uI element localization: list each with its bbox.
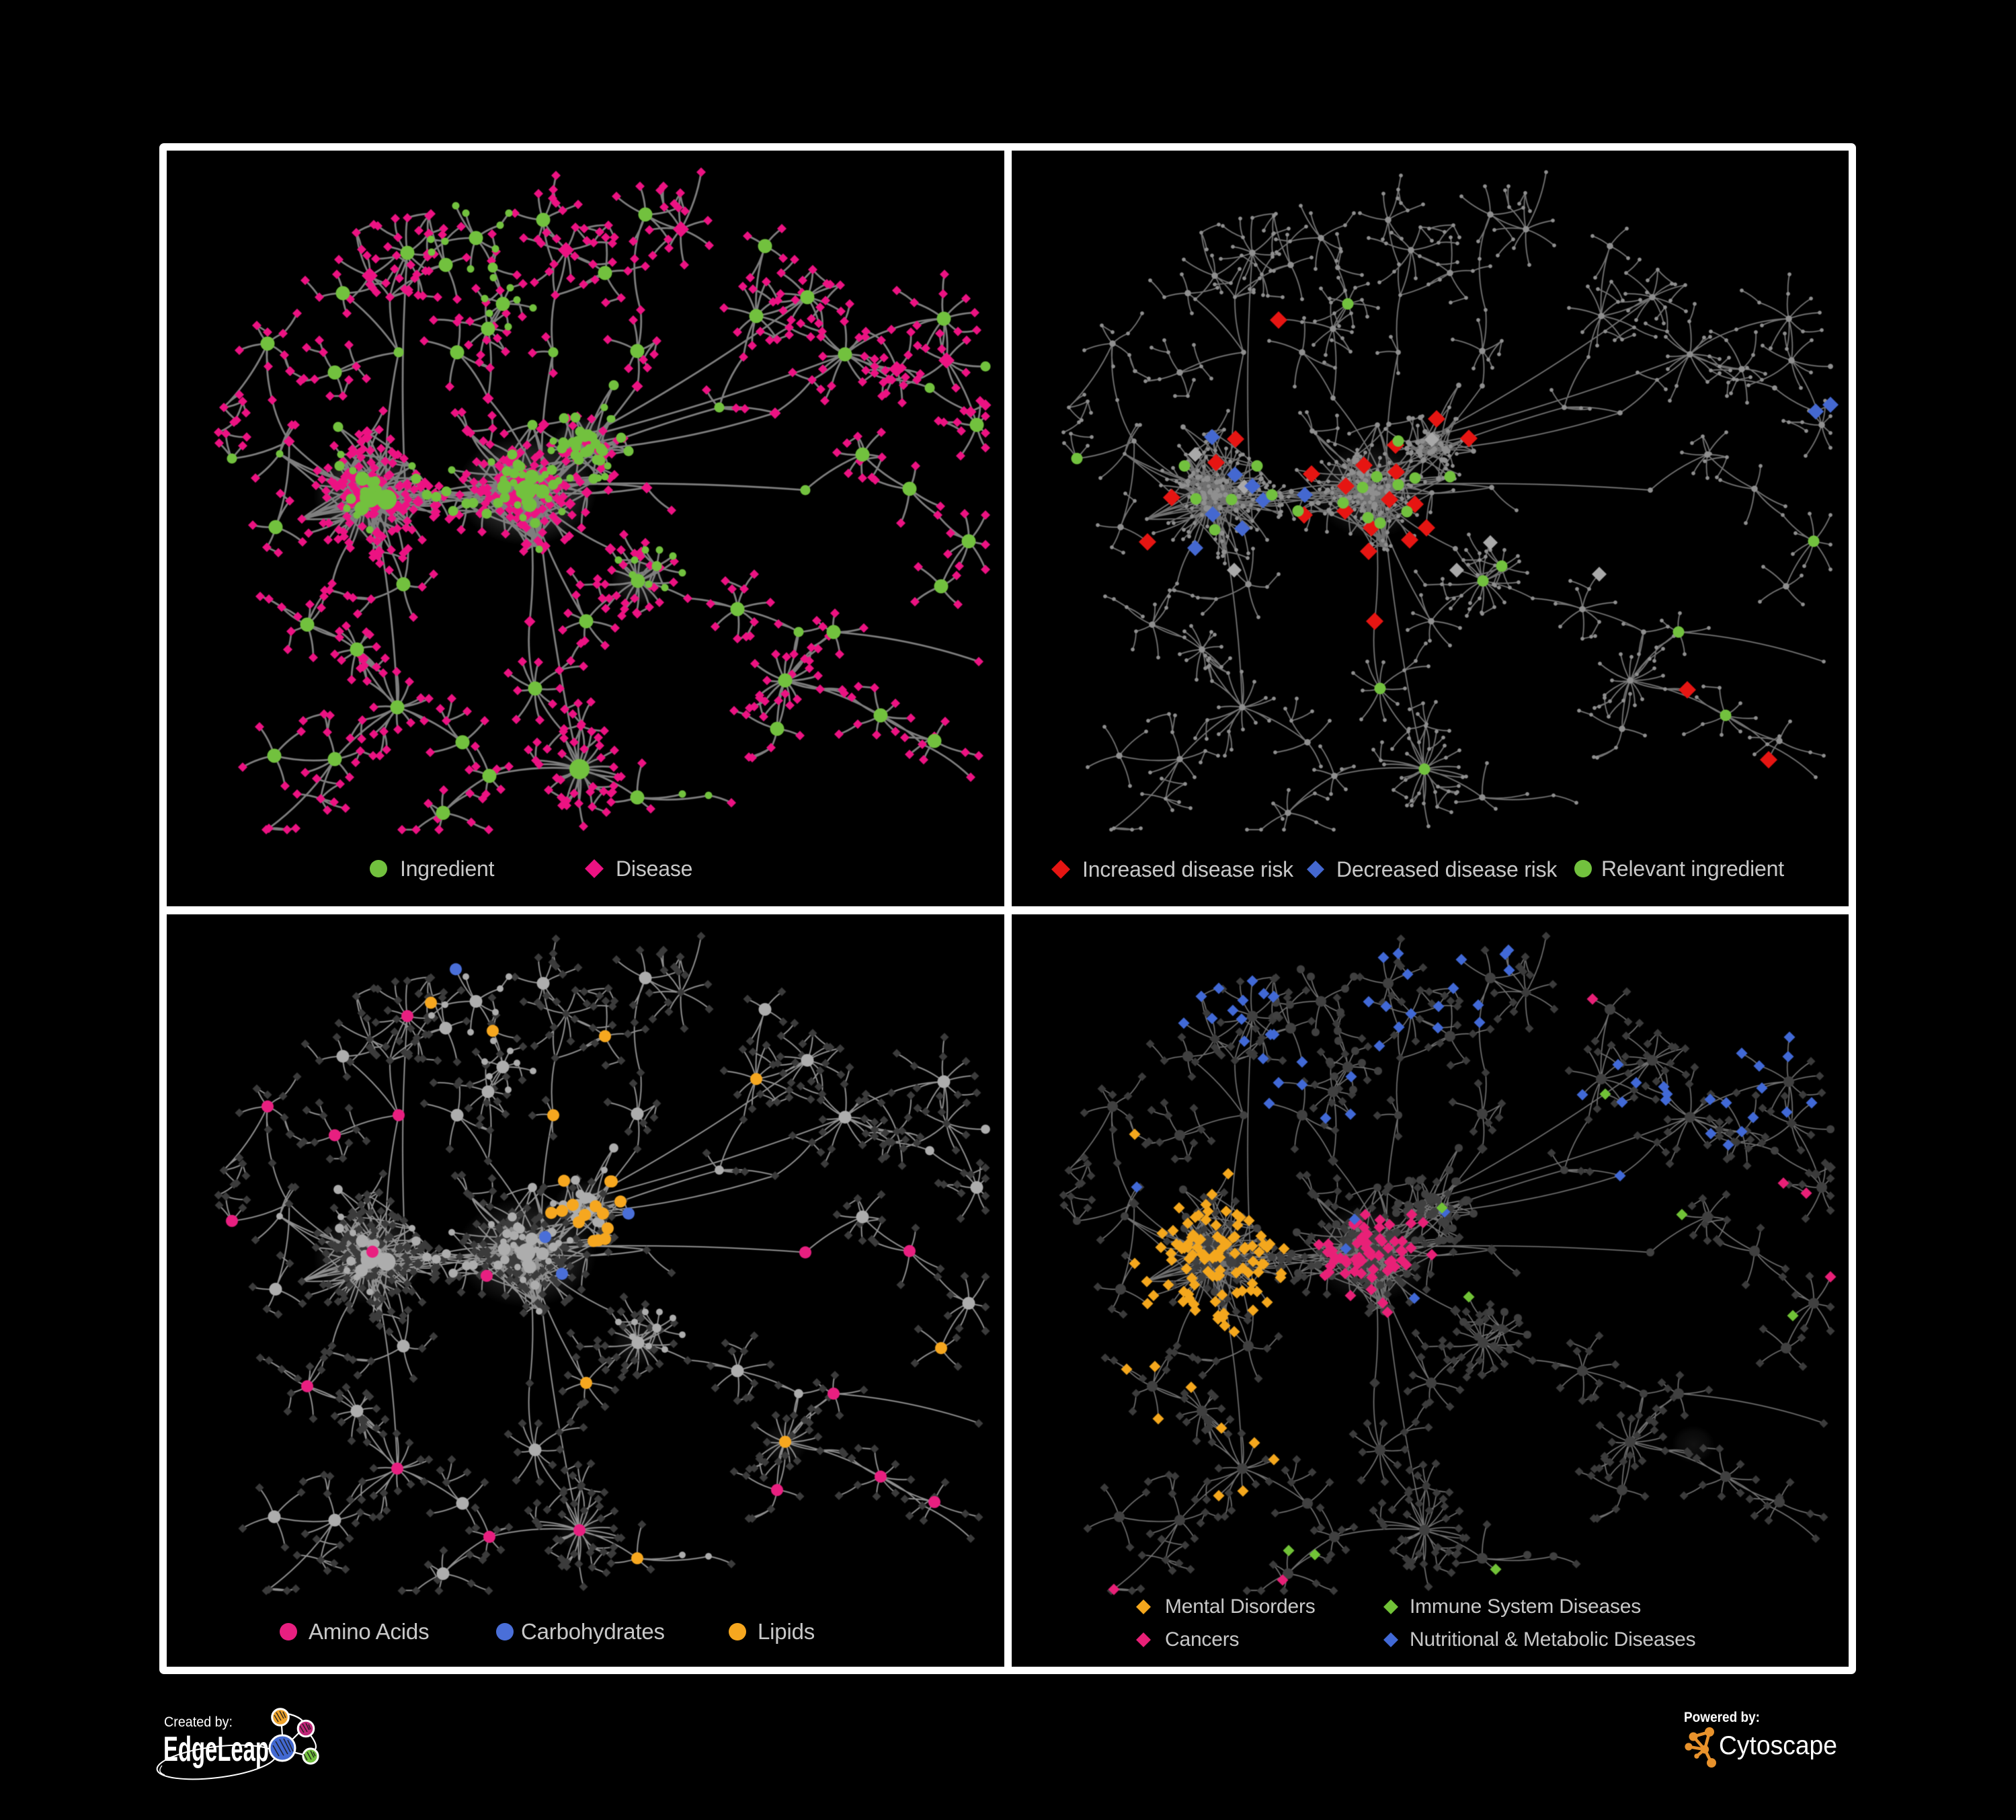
svg-text:Cytoscape: Cytoscape [1719,1731,1837,1760]
svg-text:Powered by:: Powered by: [1684,1710,1760,1725]
svg-text:EdgeLeap: EdgeLeap [163,1730,269,1769]
svg-text:Created by:: Created by: [164,1714,233,1730]
